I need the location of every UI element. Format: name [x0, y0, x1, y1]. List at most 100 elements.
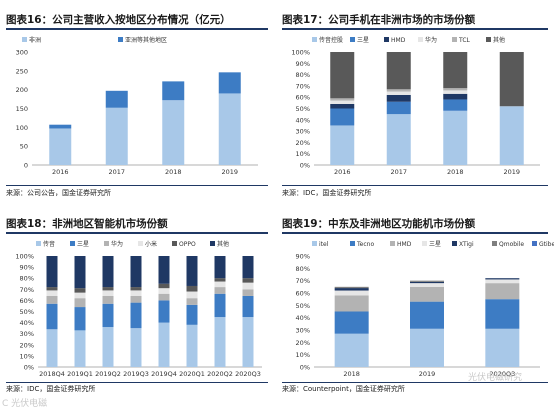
bar-segment: [102, 287, 114, 291]
chart-source: 来源：IDC，国金证券研究所: [6, 385, 96, 393]
bar-segment: [386, 89, 411, 92]
bar-segment: [158, 322, 170, 367]
y-tick-label: 100%: [291, 49, 310, 57]
bar-segment: [410, 301, 444, 329]
bar-segment: [46, 329, 58, 367]
bar-segment: [334, 288, 369, 291]
bar-segment: [214, 317, 226, 367]
title-rule: [6, 232, 268, 234]
bar-segment: [158, 293, 170, 301]
bar-segment: [130, 295, 142, 303]
y-tick-label: 70%: [296, 277, 310, 285]
legend-label: 亚洲等其他地区: [125, 36, 167, 44]
legend-label: 三星: [429, 241, 441, 248]
y-tick-label: 0%: [300, 162, 310, 170]
bar-segment: [158, 256, 170, 284]
y-tick-label: 100: [16, 124, 28, 132]
y-tick-label: 90%: [296, 60, 310, 68]
bar-segment: [49, 128, 72, 165]
legend-label: Tecno: [356, 241, 374, 248]
bar-segment: [130, 290, 142, 296]
chart-source: 来源：公司公告，国金证券研究所: [6, 189, 111, 197]
bar-segment: [218, 72, 241, 94]
legend-swatch: [312, 241, 317, 246]
bar-segment: [330, 52, 355, 99]
bar-segment: [330, 103, 355, 109]
bar-segment: [242, 295, 254, 318]
y-tick-label: 50%: [296, 105, 310, 113]
legend-label: OPPO: [179, 241, 196, 248]
y-tick-label: 80%: [296, 265, 310, 273]
chart-source: 来源：IDC，国金证券研究所: [282, 189, 372, 197]
bottom-rule: [6, 185, 268, 186]
y-tick-label: 50%: [296, 302, 310, 310]
legend-label: itel: [319, 241, 329, 248]
bar-segment: [214, 293, 226, 318]
legend-swatch: [350, 241, 355, 246]
x-tick-label: 2018: [343, 370, 360, 378]
legend-label: HMD: [391, 37, 406, 44]
legend-swatch: [452, 37, 457, 42]
bar-segment: [46, 303, 58, 330]
y-tick-label: 40%: [296, 116, 310, 124]
bar-segment: [330, 100, 355, 104]
bar-segment: [386, 52, 411, 90]
bar-segment: [242, 289, 254, 296]
bar-segment: [186, 298, 198, 305]
chart-svg: 0% 10% 20% 30% 40% 50% 60% 70% 80% 90% 2018 2019 202…: [296, 241, 554, 378]
y-tick-label: 10%: [20, 352, 34, 360]
bar-segment: [386, 101, 411, 115]
bar-segment: [410, 280, 444, 282]
bar-segment: [242, 278, 254, 283]
chart-title: 图表19：中东及非洲地区功能机市场份额: [282, 218, 476, 230]
legend-swatch: [486, 37, 491, 42]
x-tick-label: 2018Q4: [39, 370, 65, 378]
bar-segment: [162, 100, 185, 165]
bar-segment: [74, 298, 86, 308]
bar-segment: [485, 328, 520, 367]
bottom-rule: [6, 382, 268, 383]
x-tick-label: 2020Q3: [235, 370, 261, 378]
y-tick-label: 90%: [296, 253, 310, 261]
y-tick-label: 90%: [20, 264, 34, 272]
bar-segment: [330, 108, 355, 126]
legend-swatch: [452, 241, 457, 246]
legend-swatch: [422, 241, 427, 246]
bar-segment: [186, 285, 198, 292]
bar-segment: [410, 328, 444, 367]
bar-segment: [74, 307, 86, 331]
legend-swatch: [418, 37, 423, 42]
bar-segment: [386, 114, 411, 165]
y-tick-label: 100%: [15, 253, 34, 261]
legend-swatch: [384, 37, 389, 42]
bar-segment: [443, 93, 468, 100]
bottom-rule: [282, 382, 548, 383]
y-tick-label: 50%: [20, 308, 34, 316]
y-tick-label: 300: [16, 49, 28, 57]
bar-segment: [443, 99, 468, 111]
bar-segment: [334, 290, 369, 296]
legend-label: 其他: [217, 240, 229, 248]
bar-segment: [485, 279, 520, 284]
bar-segment: [334, 311, 369, 334]
legend-label: 华为: [111, 240, 123, 248]
bar-segment: [443, 88, 468, 91]
bar-segment: [330, 125, 355, 165]
x-tick-label: 2019Q4: [151, 370, 177, 378]
x-tick-label: 2019Q3: [123, 370, 149, 378]
bar-segment: [410, 283, 444, 287]
y-tick-label: 80%: [20, 275, 34, 283]
y-tick-label: 200: [16, 86, 28, 94]
bar-segment: [386, 94, 411, 102]
bar-segment: [102, 295, 114, 304]
bar-segment: [46, 290, 58, 296]
legend-swatch: [532, 241, 537, 246]
legend-label: 传音: [43, 240, 55, 248]
chart-svg: 0%10%20%30%40%50%60%70%80%90%100%2018Q4 2…: [15, 240, 262, 378]
x-tick-label: 2019: [221, 168, 238, 176]
chart-panel-2: 图表17：公司手机在非洲市场的市场份额 0% 10% 20% 30% 40% 50% 60%…: [282, 4, 548, 204]
bar-segment: [49, 124, 72, 129]
x-tick-label: 2018: [447, 168, 464, 176]
bar-segment: [214, 281, 226, 288]
x-tick-label: 2019: [419, 370, 436, 378]
